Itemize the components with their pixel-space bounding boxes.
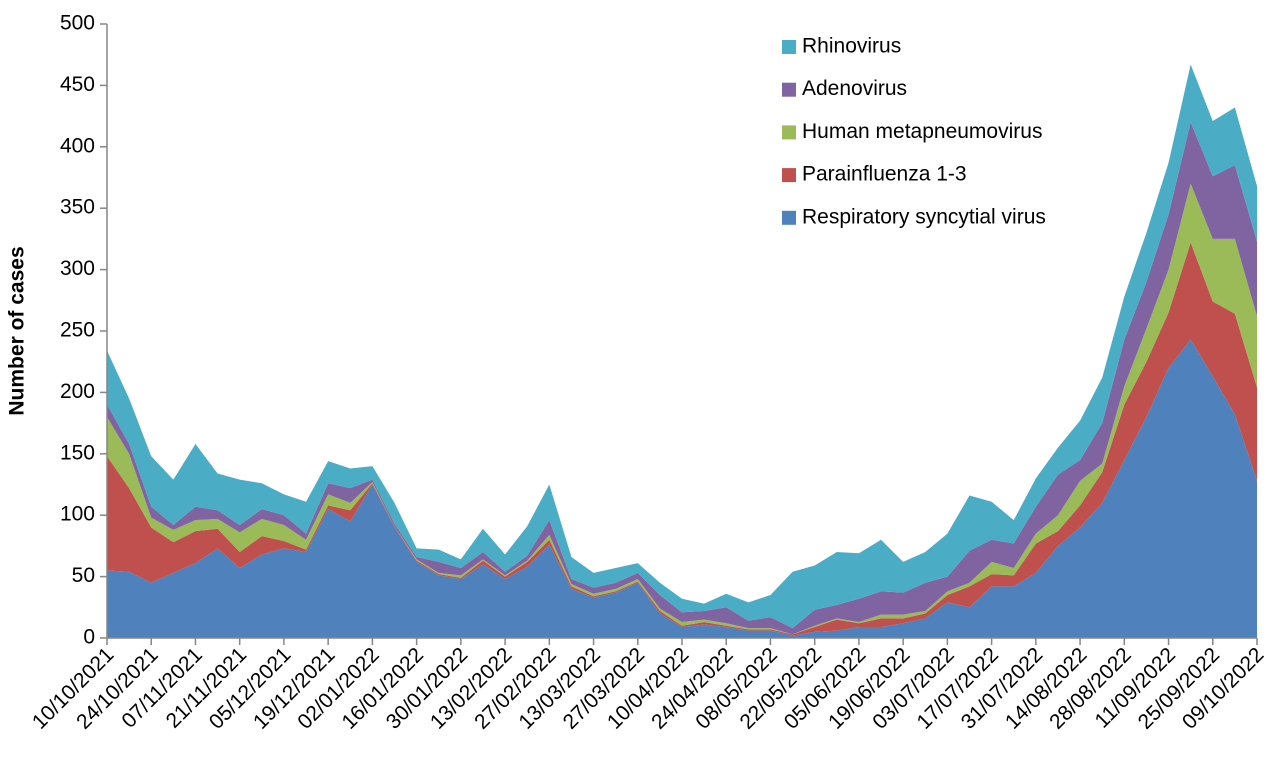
y-tick-label: 150 — [60, 441, 95, 464]
y-tick-label: 250 — [60, 319, 95, 342]
y-tick-label: 100 — [60, 503, 95, 526]
y-tick-label: 500 — [60, 12, 95, 35]
legend: Rhinovirus Adenovirus Human metapneumoviru… — [782, 35, 1046, 228]
legend-swatch — [782, 82, 796, 97]
legend-label: Rhinovirus — [802, 35, 901, 58]
legend-label: Respiratory syncytial virus — [802, 205, 1046, 228]
legend-label: Adenovirus — [802, 77, 907, 100]
y-tick-label: 0 — [83, 626, 95, 649]
y-axis-label: Number of cases — [6, 246, 29, 415]
legend-swatch — [782, 210, 796, 225]
y-tick-label: 450 — [60, 73, 95, 96]
legend-label: Human metapneumovirus — [802, 120, 1042, 143]
area — [107, 339, 1257, 638]
y-tick-label: 350 — [60, 196, 95, 219]
legend-swatch — [782, 168, 796, 183]
y-tick-label: 50 — [72, 564, 95, 587]
legend-swatch — [782, 125, 796, 140]
legend-label: Parainfluenza 1-3 — [802, 163, 967, 186]
y-tick-label: 200 — [60, 380, 95, 403]
y-tick-label: 400 — [60, 134, 95, 157]
y-tick-label: 300 — [60, 257, 95, 280]
legend-swatch — [782, 40, 796, 54]
